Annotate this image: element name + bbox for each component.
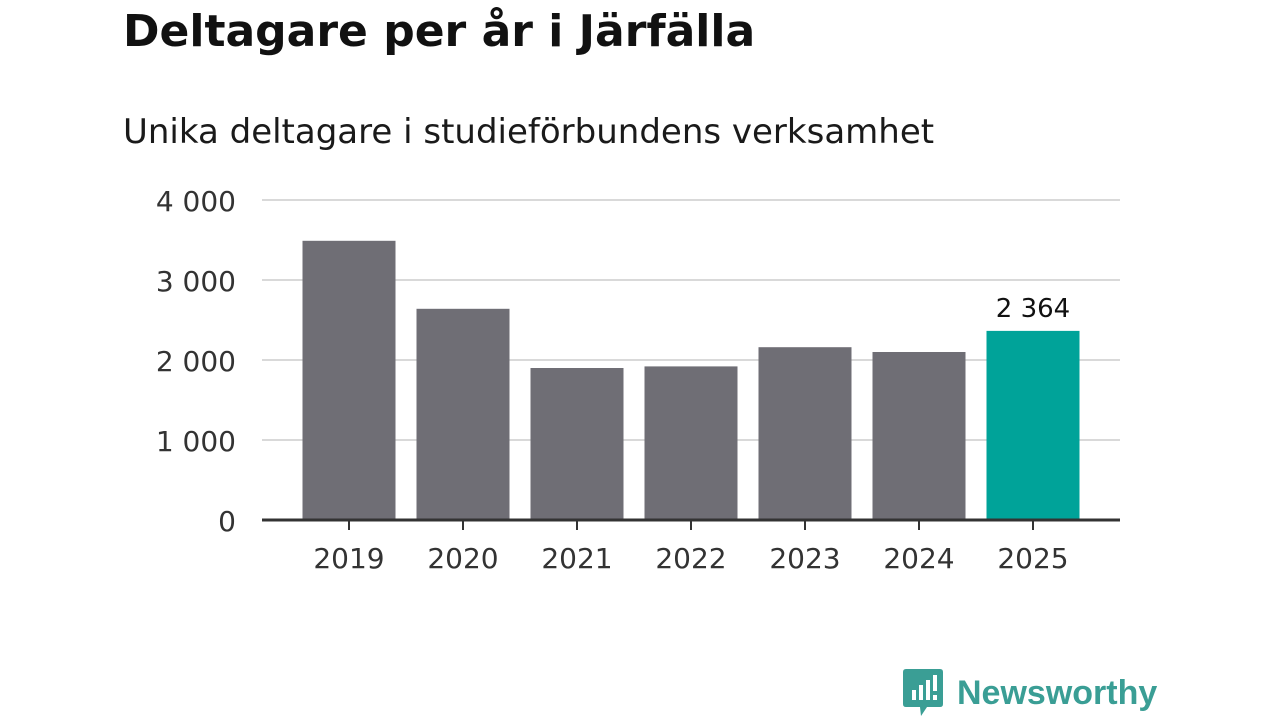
newsworthy-logo-icon xyxy=(903,669,943,716)
chart-title: Deltagare per år i Järfälla xyxy=(123,6,756,57)
brand-logo: Newsworthy xyxy=(903,668,1157,718)
x-tick-label: 2020 xyxy=(427,542,498,575)
x-tick-label: 2021 xyxy=(541,542,612,575)
bar-2024 xyxy=(872,352,966,520)
chart-subtitle: Unika deltagare i studieförbundens verks… xyxy=(123,112,935,152)
x-tick-label: 2023 xyxy=(769,542,840,575)
bar-2019 xyxy=(302,240,396,521)
y-tick-label: 1 000 xyxy=(156,425,236,458)
brand-name: Newsworthy xyxy=(957,673,1158,712)
bar-2025 xyxy=(986,330,1080,520)
x-axis xyxy=(262,518,1120,530)
bar-2021 xyxy=(530,368,624,520)
data-labels: 2 364 xyxy=(996,294,1070,324)
bar-2023 xyxy=(758,347,852,520)
data-label: 2 364 xyxy=(996,294,1070,324)
x-tick-label: 2022 xyxy=(655,542,726,575)
bar-2022 xyxy=(644,366,738,520)
bars xyxy=(302,240,1080,521)
y-tick-label: 2 000 xyxy=(156,345,236,378)
y-tick-labels: 0 1 000 2 000 3 000 4 000 xyxy=(156,185,236,538)
x-tick-labels: 2019 2020 2021 2022 2023 2024 2025 xyxy=(313,542,1068,575)
x-tick-label: 2019 xyxy=(313,542,384,575)
y-tick-label: 3 000 xyxy=(156,265,236,298)
x-tick-label: 2025 xyxy=(997,542,1068,575)
x-tick-label: 2024 xyxy=(883,542,954,575)
y-tick-label: 4 000 xyxy=(156,185,236,218)
y-tick-label: 0 xyxy=(218,505,236,538)
bar-2020 xyxy=(416,308,510,520)
